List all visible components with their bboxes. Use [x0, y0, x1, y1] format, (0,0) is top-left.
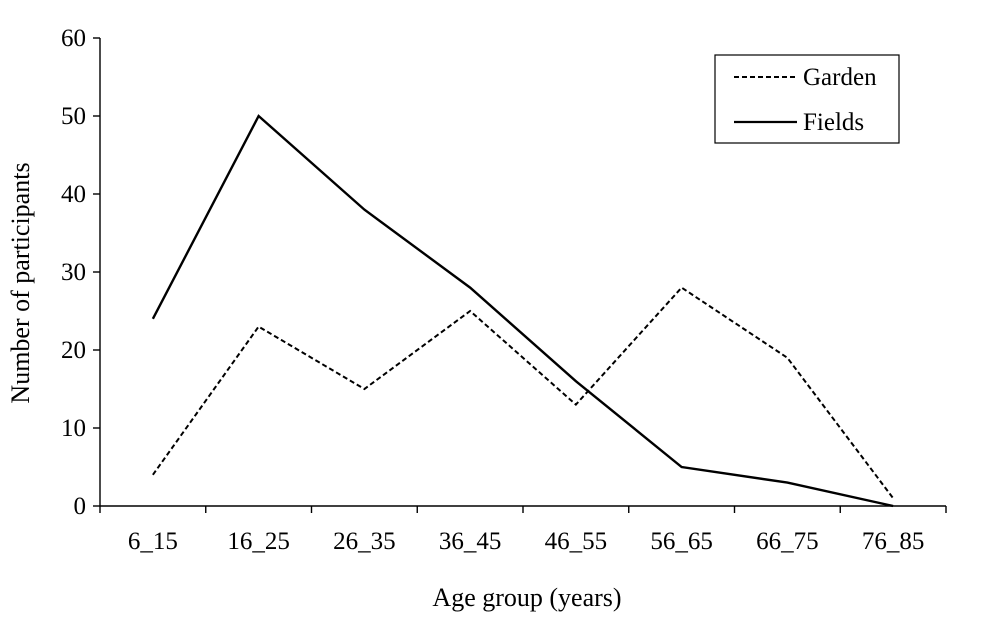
x-tick-label: 16_25 [227, 528, 290, 555]
series-layer [151, 114, 894, 508]
y-tick-label: 10 [61, 415, 86, 442]
series-line-fields [151, 114, 894, 508]
legend-label-fields: Fields [803, 109, 864, 136]
y-axis-title: Number of participants [6, 162, 35, 403]
legend-box [714, 54, 900, 144]
x-tick-label: 66_75 [756, 528, 819, 555]
y-tick-label: 40 [61, 181, 86, 208]
y-ticks: 0 10 20 30 40 50 60 [61, 25, 100, 520]
x-tick-label: 56_65 [650, 528, 713, 555]
y-tick-label: 20 [61, 337, 86, 364]
x-tick-label: 26_35 [333, 528, 396, 555]
x-tick-label: 6_15 [128, 528, 178, 555]
y-tick-label: 60 [61, 25, 86, 52]
series-line-garden [152, 286, 894, 499]
x-ticks: 6_15 16_25 26_35 36_45 46_55 56_65 66_75 76_85 [99, 506, 947, 555]
y-tick-label: 0 [74, 493, 87, 520]
legend: Garden Fields [714, 54, 900, 144]
legend-label-garden: Garden [803, 64, 877, 91]
x-tick-label: 76_85 [862, 528, 925, 555]
x-tick-label: 46_55 [545, 528, 608, 555]
y-tick-label: 50 [61, 103, 86, 130]
x-axis-title: Age group (years) [432, 583, 621, 612]
y-tick-label: 30 [61, 259, 86, 286]
x-tick-label: 36_45 [439, 528, 502, 555]
